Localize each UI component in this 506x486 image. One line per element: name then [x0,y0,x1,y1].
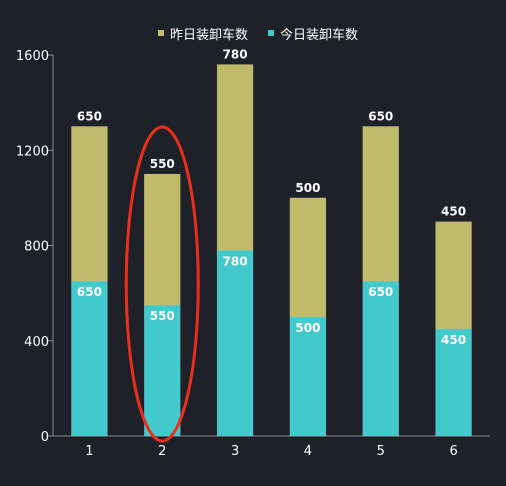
bar-segment [71,126,108,282]
bar-segment [216,64,254,251]
legend-label: 昨日装卸车数 [170,27,248,43]
highlight-ellipse [124,125,200,443]
bar-segment [362,126,399,282]
bar-value-label: 550 [150,309,175,323]
bar-segment [144,304,181,437]
bar-value-label: 450 [441,205,466,219]
bar-value-label: 780 [223,48,248,62]
legend: 昨日装卸车数 今日装卸车数 [158,27,358,43]
legend-label: 今日装卸车数 [280,27,358,43]
bar-value-label: 780 [223,254,248,268]
annotations [124,125,200,443]
bar-segment [71,280,108,437]
bar-value-label: 650 [368,285,393,299]
y-tick-label: 800 [24,240,49,255]
bar-segment [289,197,327,318]
x-tick-label: 6 [449,444,457,459]
y-tick-label: 1200 [16,144,49,159]
bar-value-label: 450 [441,333,466,347]
x-tick-label: 3 [231,444,239,459]
x-tick-label: 2 [158,444,166,459]
bar-segment [435,328,472,437]
bar-segment [216,250,254,437]
bar-segment [362,280,399,437]
bar-value-label: 500 [295,181,320,195]
y-axis: 0 400 800 1200 1600 [16,49,54,445]
x-tick-label: 4 [304,444,312,459]
x-tick-label: 5 [377,444,385,459]
legend-swatch [158,30,164,36]
bar-segment [435,221,472,330]
y-tick-label: 400 [24,335,49,350]
y-tick-label: 1600 [16,49,49,64]
x-tick-label: 1 [85,444,93,459]
x-axis: 1 2 3 4 5 6 [53,435,490,459]
bar-segment [289,316,327,437]
y-tick-label: 0 [41,430,49,445]
bar-value-label: 650 [77,285,102,299]
bar-segment [144,173,181,306]
bar-value-label: 650 [77,109,102,123]
bar-value-label: 500 [295,321,320,335]
bar-value-label: 550 [150,157,175,171]
legend-swatch [268,30,274,36]
bars [71,64,472,437]
data-labels: 650 650 550 550 780 780 500 500 650 650 450 450 [77,48,466,347]
bar-value-label: 650 [368,109,393,123]
